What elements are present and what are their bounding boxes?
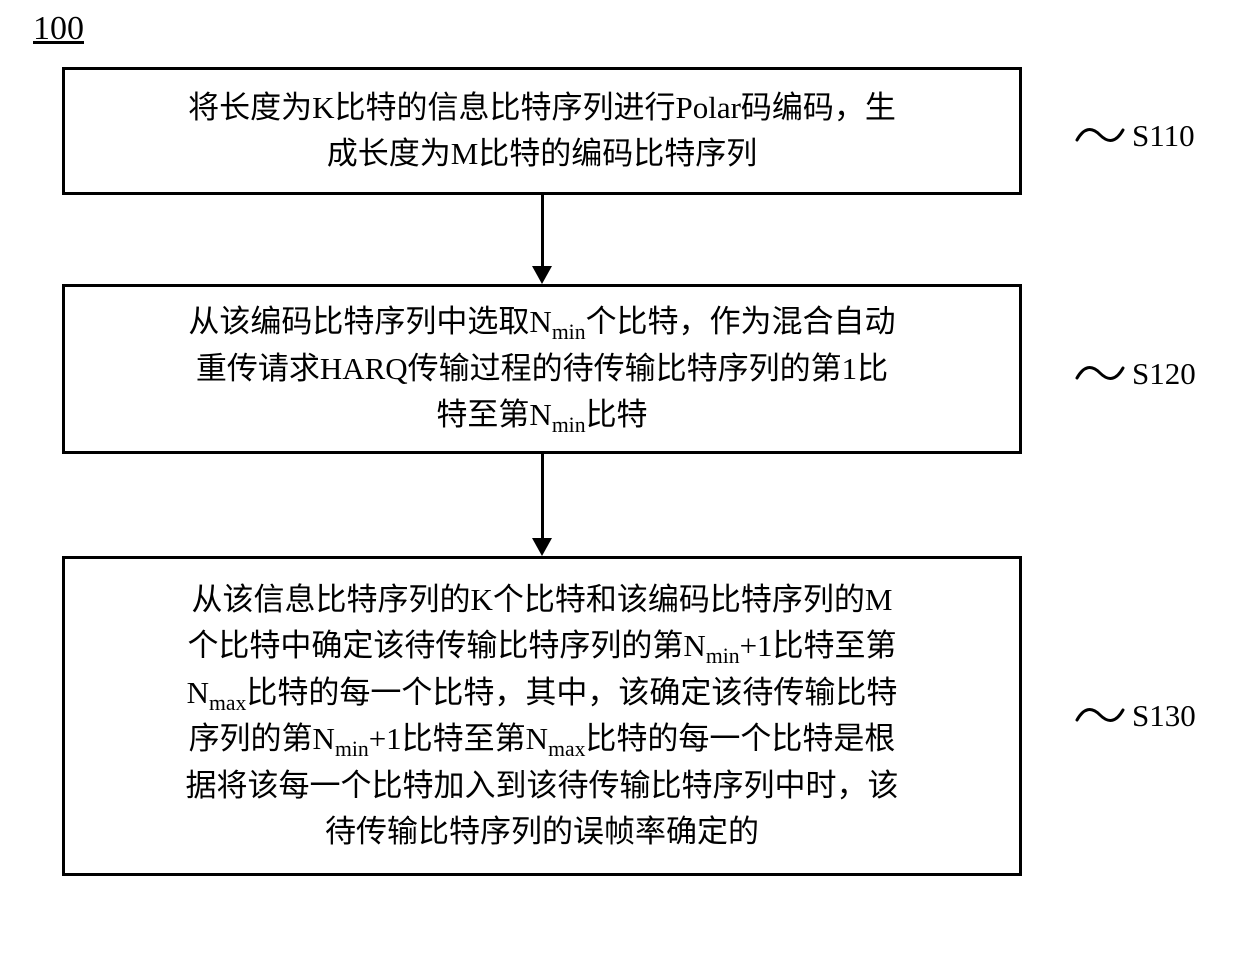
step-label-s110: S110 <box>1132 118 1195 154</box>
flow-box-line: 重传请求HARQ传输过程的待传输比特序列的第1比 <box>85 346 999 393</box>
flowchart-canvas: 100 将长度为K比特的信息比特序列进行Polar码编码，生成长度为M比特的编码… <box>0 0 1240 970</box>
step-label-s130: S130 <box>1132 698 1196 734</box>
flow-box-line: 序列的第Nmin+1比特至第Nmax比特的每一个比特是根 <box>85 716 999 763</box>
figure-number-label: 100 <box>33 10 84 48</box>
flow-box-line: 待传输比特序列的误帧率确定的 <box>85 809 999 856</box>
flow-box-line: 从该编码比特序列中选取Nmin个比特，作为混合自动 <box>85 299 999 346</box>
flow-box-s130: 从该信息比特序列的K个比特和该编码比特序列的M个比特中确定该待传输比特序列的第N… <box>62 556 1022 876</box>
flow-box-line: 从该信息比特序列的K个比特和该编码比特序列的M <box>85 577 999 624</box>
arrow-down-icon <box>532 266 552 284</box>
flow-box-s120: 从该编码比特序列中选取Nmin个比特，作为混合自动重传请求HARQ传输过程的待传… <box>62 284 1022 454</box>
flow-box-text: 从该信息比特序列的K个比特和该编码比特序列的M个比特中确定该待传输比特序列的第N… <box>85 577 999 856</box>
flow-box-line: Nmax比特的每一个比特，其中，该确定该待传输比特 <box>85 670 999 717</box>
connector-line <box>541 454 544 538</box>
flow-box-text: 从该编码比特序列中选取Nmin个比特，作为混合自动重传请求HARQ传输过程的待传… <box>85 299 999 439</box>
connector-line <box>541 195 544 266</box>
step-tilde-icon <box>1075 700 1125 730</box>
flow-box-line: 成长度为M比特的编码比特序列 <box>85 131 999 178</box>
flow-box-line: 据将该每一个比特加入到该待传输比特序列中时，该 <box>85 763 999 810</box>
step-tilde-icon <box>1075 358 1125 388</box>
flow-box-s110: 将长度为K比特的信息比特序列进行Polar码编码，生成长度为M比特的编码比特序列 <box>62 67 1022 195</box>
flow-box-line: 特至第Nmin比特 <box>85 392 999 439</box>
flow-box-text: 将长度为K比特的信息比特序列进行Polar码编码，生成长度为M比特的编码比特序列 <box>85 85 999 178</box>
step-label-s120: S120 <box>1132 356 1196 392</box>
flow-box-line: 个比特中确定该待传输比特序列的第Nmin+1比特至第 <box>85 623 999 670</box>
arrow-down-icon <box>532 538 552 556</box>
flow-box-line: 将长度为K比特的信息比特序列进行Polar码编码，生 <box>85 85 999 132</box>
step-tilde-icon <box>1075 120 1125 150</box>
